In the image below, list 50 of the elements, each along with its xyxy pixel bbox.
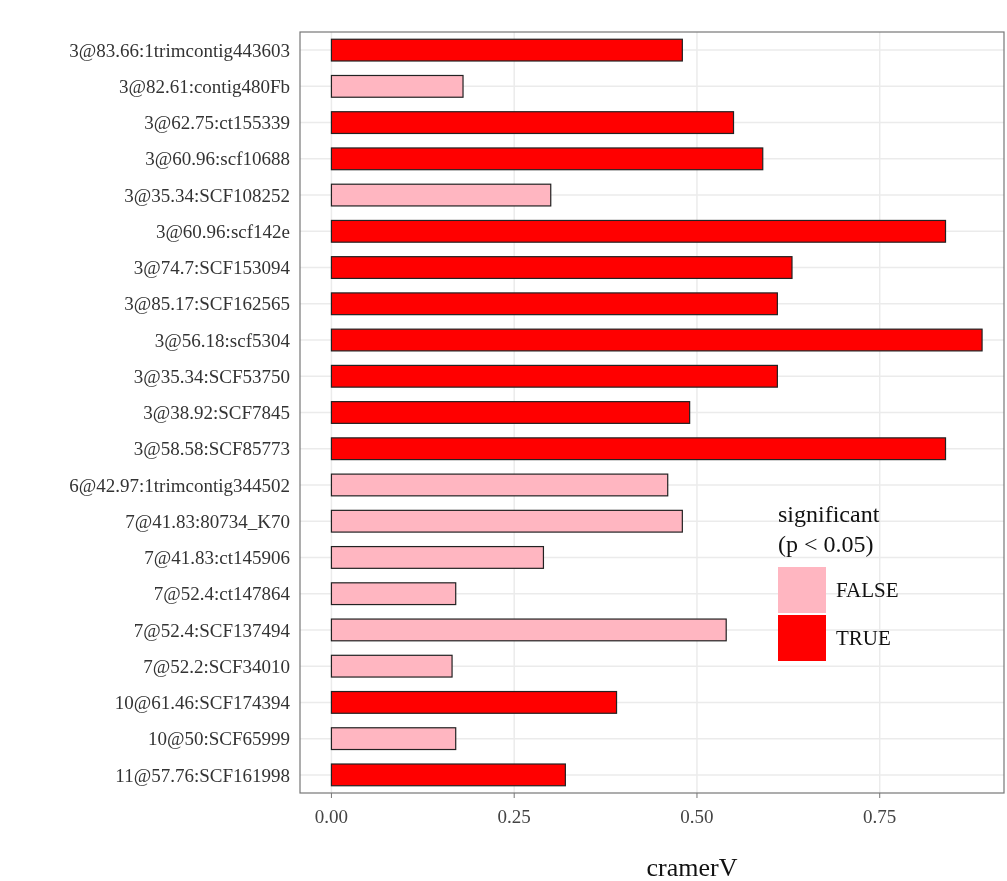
y-tick-label: 7@52.4:ct147864	[153, 583, 291, 605]
y-tick-label: 3@35.34:SCF53750	[133, 365, 290, 387]
y-tick-label: 3@82.61:contig480Fb	[118, 76, 290, 98]
bar	[330, 582, 457, 606]
y-tick-label: 3@60.96:scf142e	[155, 220, 290, 242]
y-tick-label: 7@52.4:SCF137494	[133, 619, 291, 641]
x-tick-label: 0.75	[863, 806, 897, 827]
bar	[330, 219, 947, 243]
y-tick-label: 3@60.96:scf10688	[145, 148, 290, 170]
y-tick-label: 7@52.2:SCF34010	[143, 655, 290, 677]
y-tick-label: 3@85.17:SCF162565	[124, 293, 290, 315]
bar	[330, 328, 983, 352]
bar	[330, 74, 464, 98]
legend-label: FALSE	[836, 578, 899, 603]
bar	[330, 545, 545, 569]
bar	[330, 618, 727, 642]
y-tick-label: 3@38.92:SCF7845	[143, 402, 290, 424]
bar	[330, 256, 793, 280]
x-tick-label: 0.50	[680, 806, 714, 827]
bar	[330, 690, 618, 714]
y-tick-label: 3@62.75:ct155339	[144, 112, 290, 134]
y-tick-label: 3@35.34:SCF108252	[124, 184, 290, 206]
bar	[330, 292, 778, 316]
y-tick-label: 10@50:SCF65999	[147, 728, 290, 750]
bar	[330, 147, 764, 171]
x-tick-label: 0.25	[497, 806, 531, 827]
y-tick-label: 11@57.76:SCF161998	[115, 764, 290, 786]
bar	[330, 437, 947, 461]
y-tick-label: 3@58.58:SCF85773	[133, 438, 290, 460]
x-tick-label: 0.00	[314, 806, 349, 827]
bar	[330, 183, 552, 207]
bar	[330, 401, 691, 424]
legend-title: significant (p < 0.05)	[778, 501, 880, 557]
bar	[330, 38, 683, 62]
y-tick-label: 7@41.83:ct145906	[144, 547, 290, 569]
bar	[330, 654, 453, 678]
y-tick-label: 6@42.97:1trimcontig344502	[69, 474, 290, 496]
legend-label: TRUE	[836, 626, 891, 651]
y-tick-label: 7@41.83:80734_K70	[125, 510, 290, 532]
bar	[330, 763, 566, 787]
y-tick-label: 3@74.7:SCF153094	[133, 257, 291, 279]
y-tick-label: 3@56.18:scf5304	[154, 329, 291, 351]
bar	[330, 111, 735, 135]
bar	[330, 727, 457, 751]
y-tick-label: 3@83.66:1trimcontig443603	[69, 39, 290, 61]
bar	[330, 509, 683, 533]
x-axis-title: cramerV	[646, 853, 738, 881]
bar	[330, 364, 778, 388]
y-tick-label: 10@61.46:SCF174394	[114, 692, 291, 714]
bar	[330, 473, 669, 497]
